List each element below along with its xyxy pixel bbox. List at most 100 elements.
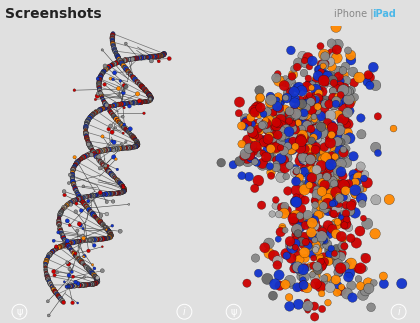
Point [315, 127, 321, 132]
Point [362, 172, 368, 177]
Point [357, 228, 363, 234]
Point [110, 146, 117, 151]
Point [119, 183, 126, 189]
Point [55, 216, 62, 222]
Point [333, 99, 339, 104]
Point [95, 237, 102, 242]
Point [289, 146, 296, 151]
Point [307, 157, 314, 162]
Point [94, 216, 100, 221]
Point [70, 240, 76, 245]
Point [104, 192, 110, 197]
Point [318, 291, 325, 296]
Point [291, 96, 298, 101]
Point [84, 119, 91, 124]
Point [123, 145, 130, 151]
Point [147, 98, 153, 103]
Point [145, 91, 152, 97]
Point [134, 141, 141, 146]
Point [91, 281, 98, 286]
Point [82, 128, 89, 133]
Point [335, 270, 341, 275]
Point [335, 162, 341, 168]
Point [106, 229, 113, 234]
Point [129, 145, 135, 150]
Point [95, 157, 102, 162]
Point [124, 101, 131, 106]
Point [103, 236, 110, 241]
Point [147, 95, 154, 100]
Point [44, 274, 50, 279]
Point [90, 281, 97, 287]
Point [80, 262, 87, 267]
Point [287, 112, 294, 118]
Point [273, 120, 280, 126]
Point [157, 53, 164, 58]
Point [71, 182, 77, 188]
Point [321, 276, 328, 281]
Point [96, 78, 103, 83]
Point [310, 215, 317, 221]
Point [309, 149, 316, 154]
Point [252, 110, 258, 115]
Point [362, 288, 369, 293]
Point [345, 261, 352, 266]
Point [325, 223, 331, 228]
Point [131, 144, 137, 150]
Point [91, 273, 98, 278]
Point [137, 82, 144, 88]
Point [110, 103, 117, 108]
Point [308, 168, 315, 173]
Point [352, 180, 359, 185]
Point [97, 158, 103, 163]
Point [94, 277, 100, 282]
Point [103, 105, 110, 110]
Point [114, 118, 121, 123]
Point [122, 145, 129, 151]
Point [142, 99, 149, 104]
Point [286, 295, 292, 300]
Point [42, 269, 49, 275]
Point [106, 229, 113, 234]
Point [116, 180, 123, 185]
Point [333, 221, 340, 226]
Point [304, 116, 310, 121]
Point [70, 274, 76, 279]
Point [109, 37, 116, 42]
Point [109, 32, 116, 37]
Point [307, 155, 313, 161]
Point [328, 153, 335, 159]
Point [101, 224, 108, 229]
Point [57, 211, 63, 216]
Point [86, 152, 93, 157]
Point [261, 245, 268, 250]
Point [286, 129, 292, 134]
Point [101, 100, 108, 106]
Point [297, 217, 303, 222]
Point [74, 300, 81, 306]
Point [311, 314, 318, 319]
Point [343, 78, 349, 83]
Point [333, 277, 339, 282]
Point [270, 110, 276, 115]
Point [81, 238, 87, 243]
Point [76, 196, 83, 201]
Point [99, 71, 105, 77]
Point [239, 173, 245, 178]
Point [85, 248, 92, 254]
Point [106, 230, 113, 235]
Point [304, 118, 311, 123]
Point [113, 177, 120, 182]
Point [137, 100, 144, 105]
Point [102, 236, 108, 241]
Point [55, 245, 62, 250]
Point [277, 229, 284, 234]
Point [122, 66, 129, 71]
Point [100, 236, 107, 241]
Point [110, 42, 116, 47]
Point [328, 123, 335, 128]
Point [318, 259, 324, 264]
Point [317, 96, 323, 101]
Point [122, 126, 129, 131]
Point [123, 128, 130, 133]
